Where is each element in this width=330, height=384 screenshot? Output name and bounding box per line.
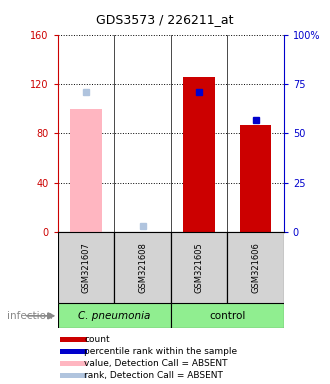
Bar [114,232,171,303]
Bar [171,303,284,328]
Text: GSM321607: GSM321607 [82,242,90,293]
Bar [60,361,87,366]
Bar [60,372,87,378]
Text: infection: infection [7,311,52,321]
Bar [240,125,271,232]
Bar [71,109,102,232]
Text: GSM321605: GSM321605 [194,242,204,293]
Text: rank, Detection Call = ABSENT: rank, Detection Call = ABSENT [84,371,223,380]
Bar [58,303,171,328]
Bar [171,232,227,303]
Bar [60,337,87,342]
Bar [227,232,284,303]
Text: value, Detection Call = ABSENT: value, Detection Call = ABSENT [84,359,228,368]
Text: control: control [209,311,246,321]
Text: C. pneumonia: C. pneumonia [78,311,150,321]
Text: GDS3573 / 226211_at: GDS3573 / 226211_at [96,13,234,26]
Text: GSM321606: GSM321606 [251,242,260,293]
Text: count: count [84,335,110,344]
Text: percentile rank within the sample: percentile rank within the sample [84,347,237,356]
Text: GSM321608: GSM321608 [138,242,147,293]
Bar [58,232,114,303]
Bar [183,76,214,232]
Bar [60,349,87,354]
